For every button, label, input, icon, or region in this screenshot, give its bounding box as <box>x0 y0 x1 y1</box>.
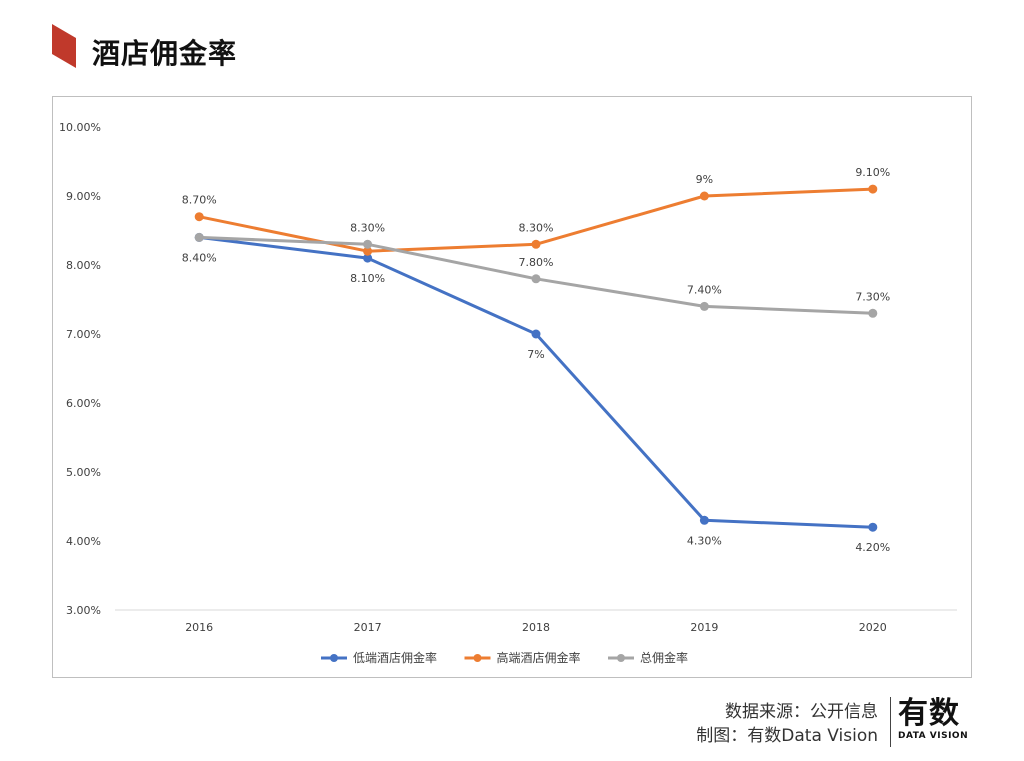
y-tick-label: 4.00% <box>66 535 101 548</box>
page-title: 酒店佣金率 <box>92 37 238 70</box>
data-point <box>699 191 709 201</box>
chart-credit: 制图：有数Data Vision <box>696 726 878 746</box>
data-label: 9% <box>696 173 713 186</box>
legend-label: 总佣金率 <box>640 650 688 665</box>
y-tick-label: 7.00% <box>66 328 101 341</box>
y-tick-label: 9.00% <box>66 190 101 203</box>
x-tick-label: 2017 <box>354 621 382 634</box>
brand-logo-en: DATA VISION <box>898 731 969 741</box>
data-point <box>363 253 373 263</box>
legend-swatch-marker <box>617 654 625 662</box>
y-tick-label: 5.00% <box>66 466 101 479</box>
footer-credits: 数据来源：公开信息 制图：有数Data Vision <box>696 700 878 748</box>
y-tick-label: 8.00% <box>66 259 101 272</box>
data-point <box>699 515 709 525</box>
line-chart: 3.00% 4.00% 5.00% 6.00% 7.00% 8.00% 9.00% 10.00… <box>59 121 957 665</box>
footer-divider <box>890 697 891 747</box>
x-tick-label: 2019 <box>690 621 718 634</box>
data-label: 4.20% <box>855 541 890 554</box>
data-point <box>531 329 541 339</box>
x-tick-label: 2020 <box>859 621 887 634</box>
chart-frame: 3.00% 4.00% 5.00% 6.00% 7.00% 8.00% 9.00% 10.00… <box>52 96 972 678</box>
title-accent-mark <box>52 24 76 68</box>
data-label: 7.80% <box>519 256 554 269</box>
y-tick-label: 10.00% <box>59 121 101 134</box>
data-point <box>531 239 541 249</box>
data-point <box>194 232 204 242</box>
data-source: 数据来源：公开信息 <box>725 702 878 722</box>
data-point <box>699 301 709 311</box>
data-point <box>363 246 373 256</box>
data-label: 7.40% <box>687 283 722 296</box>
x-tick-label: 2016 <box>185 621 213 634</box>
data-label: 8.70% <box>182 194 217 207</box>
brand-logo: 有数 DATA VISION <box>898 697 978 749</box>
brand-logo-cn: 有数 <box>898 696 960 731</box>
legend-label: 低端酒店佣金率 <box>353 650 437 665</box>
data-point <box>868 522 878 532</box>
data-label: 7% <box>527 348 544 361</box>
legend-swatch-marker <box>473 654 482 662</box>
data-point <box>868 308 878 318</box>
data-point <box>868 184 878 194</box>
data-label: 8.40% <box>182 251 217 264</box>
data-label: 7.30% <box>855 290 890 303</box>
legend-swatch-marker <box>330 654 338 662</box>
y-tick-label: 3.00% <box>66 604 101 617</box>
legend-label: 高端酒店佣金率 <box>497 650 581 665</box>
x-tick-label: 2018 <box>522 621 550 634</box>
data-label: 9.10% <box>855 166 890 179</box>
data-point <box>363 239 373 249</box>
y-tick-label: 6.00% <box>66 397 101 410</box>
data-point <box>194 212 204 222</box>
data-label: 8.30% <box>350 221 385 234</box>
data-label: 4.30% <box>687 534 722 547</box>
data-point <box>531 274 541 284</box>
data-label: 8.10% <box>350 272 385 285</box>
data-label: 8.30% <box>519 221 554 234</box>
